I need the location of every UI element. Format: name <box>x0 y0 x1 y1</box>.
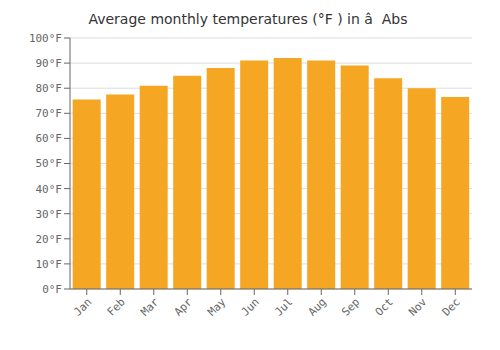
svg-text:May: May <box>205 295 229 319</box>
svg-text:100°F: 100°F <box>29 32 62 45</box>
svg-text:Oct: Oct <box>373 295 396 318</box>
svg-text:Mar: Mar <box>138 295 162 319</box>
svg-text:30°F: 30°F <box>36 208 63 221</box>
svg-text:70°F: 70°F <box>36 107 63 120</box>
svg-text:20°F: 20°F <box>36 233 63 246</box>
svg-text:Jul: Jul <box>272 295 295 318</box>
svg-text:Nov: Nov <box>406 295 430 319</box>
svg-text:Feb: Feb <box>105 295 128 318</box>
svg-text:Aug: Aug <box>306 295 329 318</box>
svg-text:Jun: Jun <box>239 295 262 318</box>
svg-text:90°F: 90°F <box>36 57 63 70</box>
svg-text:Apr: Apr <box>172 295 196 319</box>
html-text:Average monthly temperatures (: Average monthly temperatures (°F ) in â … <box>88 11 408 27</box>
svg-text:Sep: Sep <box>339 295 362 318</box>
svg-text:Jan: Jan <box>71 295 94 318</box>
svg-text:50°F: 50°F <box>36 157 63 170</box>
svg-text:10°F: 10°F <box>36 258 63 271</box>
svg-text:40°F: 40°F <box>36 183 63 196</box>
svg-text:0°F: 0°F <box>42 283 62 296</box>
svg-text:Dec: Dec <box>440 295 463 318</box>
svg-text:60°F: 60°F <box>36 132 63 145</box>
svg-text:80°F: 80°F <box>36 82 63 95</box>
